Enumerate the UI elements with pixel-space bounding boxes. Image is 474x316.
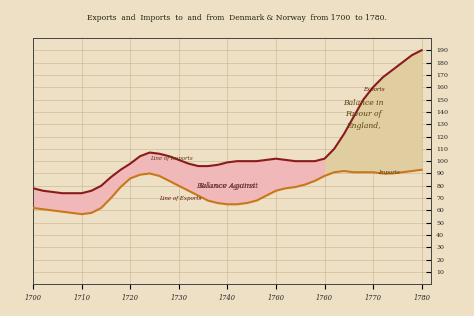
Text: Balance Against: Balance Against — [196, 182, 259, 190]
Text: Line of Exports: Line of Exports — [159, 196, 202, 201]
Text: Exports: Exports — [364, 87, 385, 92]
Text: Exports  and  Imports  to  and  from  Denmark & Norway  from 1700  to 1780.: Exports and Imports to and from Denmark … — [87, 14, 387, 22]
Text: Imports: Imports — [378, 170, 400, 175]
Text: Bᴀlᴀnce ᴀgᴀinst: Bᴀlᴀnce ᴀgᴀinst — [199, 182, 256, 190]
Text: Line of Imports: Line of Imports — [150, 156, 192, 161]
Text: Balance in
Favour of
England,: Balance in Favour of England, — [343, 99, 383, 130]
